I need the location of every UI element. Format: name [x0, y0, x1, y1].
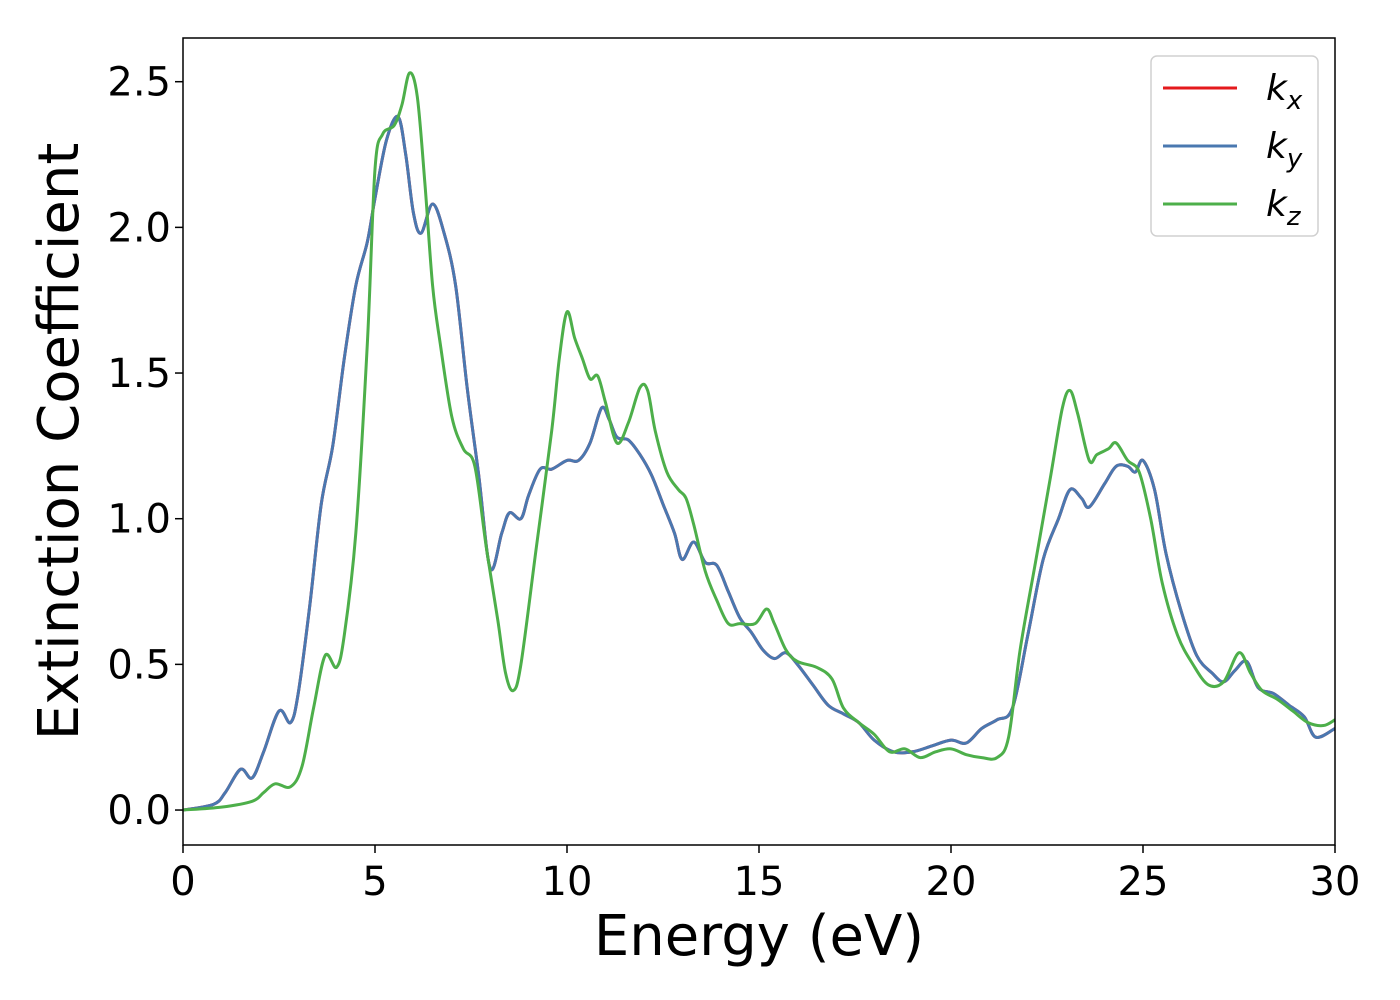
y-tick-label: 2.0 — [107, 205, 171, 251]
x-tick-label: 30 — [1310, 859, 1361, 905]
x-tick-label: 5 — [362, 859, 387, 905]
x-tick-label: 0 — [170, 859, 195, 905]
x-tick-label: 10 — [542, 859, 593, 905]
y-axis-title: Extinction Coefficient — [27, 143, 92, 741]
legend-entry-x: kx — [1266, 68, 1303, 116]
y-tick-label: 1.5 — [107, 351, 171, 397]
x-axis: 0 5 10 15 20 25 30 — [170, 845, 1360, 905]
y-tick-label: 0.0 — [107, 788, 171, 834]
legend-entry-z: kz — [1266, 184, 1302, 232]
series-layer — [182, 71, 1336, 812]
legend-entry-y: ky — [1266, 126, 1303, 174]
x-tick-label: 25 — [1118, 859, 1169, 905]
y-tick-label: 2.5 — [107, 60, 171, 106]
series-line-z — [182, 71, 1336, 812]
y-axis: 0.0 0.5 1.0 1.5 2.0 2.5 — [107, 60, 183, 834]
legend: kx ky kz — [1150, 55, 1319, 237]
x-tick-label: 15 — [734, 859, 785, 905]
x-tick-label: 20 — [926, 859, 977, 905]
y-tick-label: 1.0 — [107, 497, 171, 543]
y-tick-label: 0.5 — [107, 642, 171, 688]
x-axis-title: Energy (eV) — [594, 904, 924, 969]
